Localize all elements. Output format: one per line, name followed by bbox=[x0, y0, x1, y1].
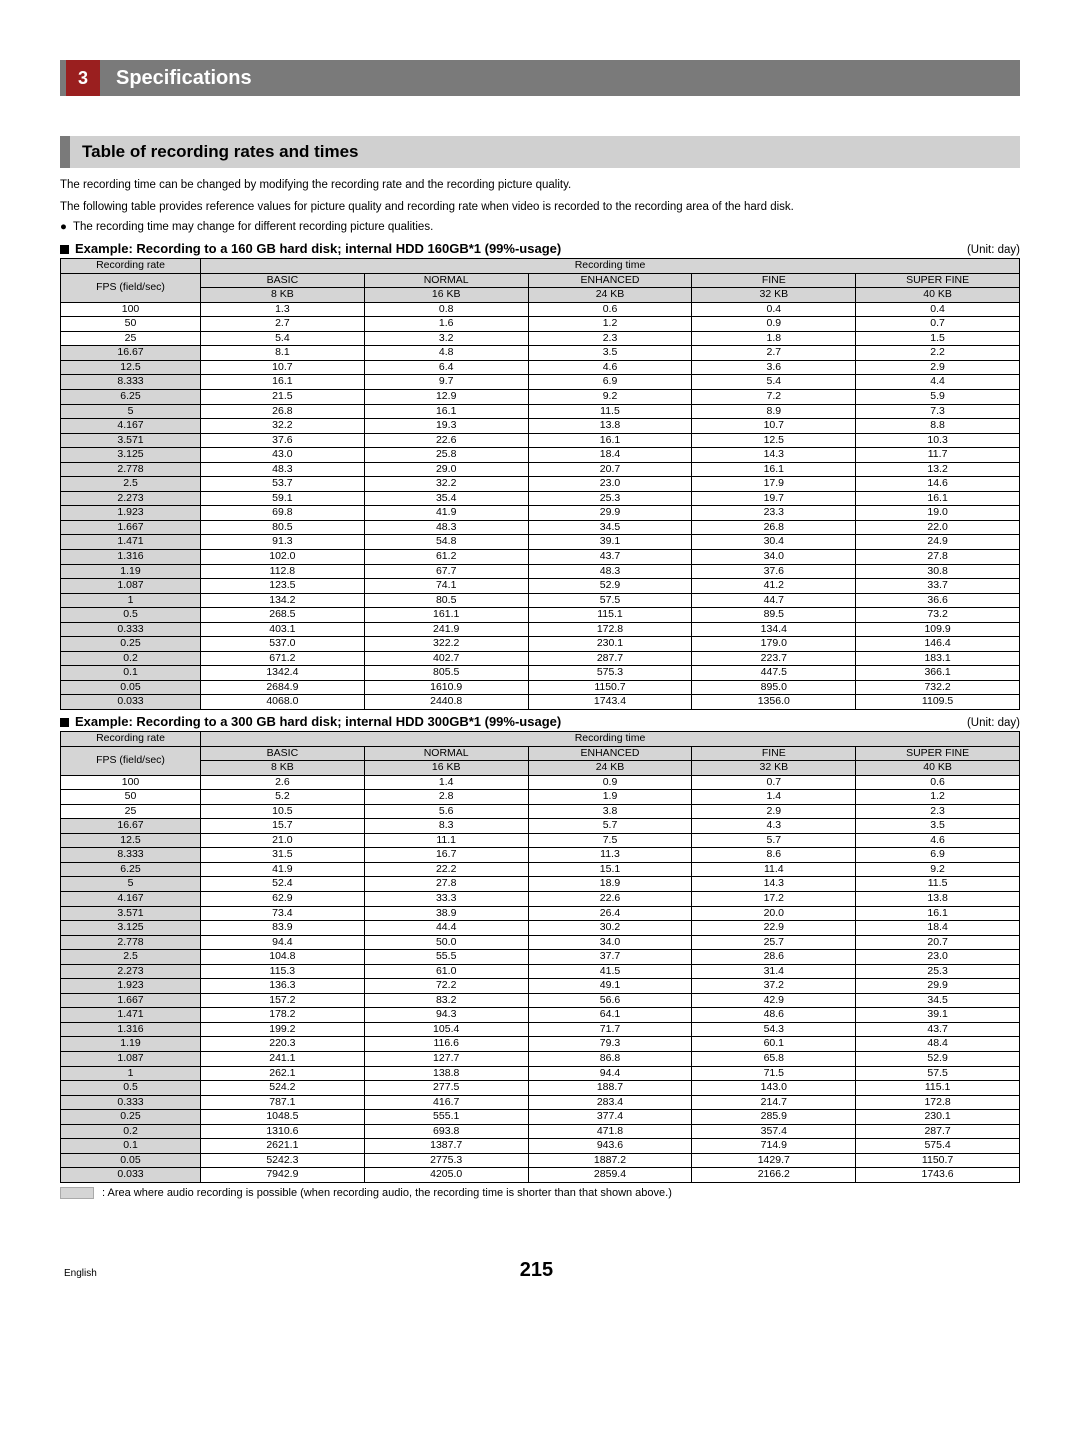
table-row: 8.33316.19.76.95.44.4 bbox=[61, 375, 1020, 390]
table-row: 3.12583.944.430.222.918.4 bbox=[61, 921, 1020, 936]
chapter-header: 3 Specifications bbox=[60, 60, 1020, 96]
table-row: 505.22.81.91.41.2 bbox=[61, 790, 1020, 805]
table-row: 0.2671.2402.7287.7223.7183.1 bbox=[61, 651, 1020, 666]
shade-legend-icon bbox=[60, 1187, 94, 1199]
table-row: 16.6715.78.35.74.33.5 bbox=[61, 819, 1020, 834]
intro-line-1: The recording time can be changed by mod… bbox=[60, 178, 1020, 194]
table-row: 0.0334068.02440.81743.41356.01109.5 bbox=[61, 695, 1020, 710]
table-row: 552.427.818.914.311.5 bbox=[61, 877, 1020, 892]
table-row: 1.667157.283.256.642.934.5 bbox=[61, 993, 1020, 1008]
table-row: 4.16732.219.313.810.78.8 bbox=[61, 419, 1020, 434]
recording-table: Recording rateRecording timeFPS (field/s… bbox=[60, 258, 1020, 710]
table-row: 2.5104.855.537.728.623.0 bbox=[61, 950, 1020, 965]
audio-footnote: : Area where audio recording is possible… bbox=[60, 1187, 1020, 1199]
table-row: 2.77848.329.020.716.113.2 bbox=[61, 462, 1020, 477]
table-row: 6.2521.512.99.27.25.9 bbox=[61, 389, 1020, 404]
chapter-number: 3 bbox=[66, 60, 100, 96]
table-row: 8.33331.516.711.38.66.9 bbox=[61, 848, 1020, 863]
table-row: 1.316199.2105.471.754.343.7 bbox=[61, 1022, 1020, 1037]
table-row: 0.251048.5555.1377.4285.9230.1 bbox=[61, 1110, 1020, 1125]
recording-table: Recording rateRecording timeFPS (field/s… bbox=[60, 731, 1020, 1183]
chapter-title: Specifications bbox=[116, 67, 252, 90]
table-row: 0.12621.11387.7943.6714.9575.4 bbox=[61, 1139, 1020, 1154]
table-row: 0.11342.4805.5575.3447.5366.1 bbox=[61, 666, 1020, 681]
table-row: 1.92369.841.929.923.319.0 bbox=[61, 506, 1020, 521]
table-row: 0.333403.1241.9172.8134.4109.9 bbox=[61, 622, 1020, 637]
table-row: 2.77894.450.034.025.720.7 bbox=[61, 935, 1020, 950]
table-row: 2.553.732.223.017.914.6 bbox=[61, 477, 1020, 492]
table-row: 2510.55.63.82.92.3 bbox=[61, 804, 1020, 819]
square-icon bbox=[60, 718, 69, 727]
table-row: 1001.30.80.60.40.4 bbox=[61, 302, 1020, 317]
table-row: 0.5268.5161.1115.189.573.2 bbox=[61, 608, 1020, 623]
table-row: 502.71.61.20.90.7 bbox=[61, 317, 1020, 332]
table-row: 1002.61.40.90.70.6 bbox=[61, 775, 1020, 790]
page-number: 215 bbox=[520, 1259, 553, 1282]
table-row: 0.0337942.94205.02859.42166.21743.6 bbox=[61, 1168, 1020, 1183]
table-row: 2.273115.361.041.531.425.3 bbox=[61, 964, 1020, 979]
table-row: 6.2541.922.215.111.49.2 bbox=[61, 862, 1020, 877]
table-row: 1.66780.548.334.526.822.0 bbox=[61, 520, 1020, 535]
square-icon bbox=[60, 245, 69, 254]
table-row: 0.333787.1416.7283.4214.7172.8 bbox=[61, 1095, 1020, 1110]
table-row: 3.57173.438.926.420.016.1 bbox=[61, 906, 1020, 921]
table-row: 12.510.76.44.63.62.9 bbox=[61, 360, 1020, 375]
table-row: 0.052684.91610.91150.7895.0732.2 bbox=[61, 680, 1020, 695]
table-row: 1262.1138.894.471.557.5 bbox=[61, 1066, 1020, 1081]
footnote-text: : Area where audio recording is possible… bbox=[102, 1187, 672, 1199]
bullet-text: The recording time may change for differ… bbox=[73, 221, 433, 233]
table-row: 1.47191.354.839.130.424.9 bbox=[61, 535, 1020, 550]
bullet-dot-icon: ● bbox=[60, 221, 67, 233]
table-row: 2.27359.135.425.319.716.1 bbox=[61, 491, 1020, 506]
table-row: 3.57137.622.616.112.510.3 bbox=[61, 433, 1020, 448]
unit-label: (Unit: day) bbox=[967, 717, 1020, 729]
example-caption: Example: Recording to a 160 GB hard disk… bbox=[60, 241, 561, 256]
table-row: 0.25537.0322.2230.1179.0146.4 bbox=[61, 637, 1020, 652]
table-row: 526.816.111.58.97.3 bbox=[61, 404, 1020, 419]
table-row: 0.055242.32775.31887.21429.71150.7 bbox=[61, 1153, 1020, 1168]
table-row: 16.678.14.83.52.72.2 bbox=[61, 346, 1020, 361]
bullet-note: ● The recording time may change for diff… bbox=[60, 221, 1020, 233]
table-row: 1.923136.372.249.137.229.9 bbox=[61, 979, 1020, 994]
table-row: 1.087123.574.152.941.233.7 bbox=[61, 579, 1020, 594]
example-caption: Example: Recording to a 300 GB hard disk… bbox=[60, 714, 561, 729]
table-row: 1134.280.557.544.736.6 bbox=[61, 593, 1020, 608]
unit-label: (Unit: day) bbox=[967, 244, 1020, 256]
intro-line-2: The following table provides reference v… bbox=[60, 200, 1020, 216]
table-row: 1.087241.1127.786.865.852.9 bbox=[61, 1052, 1020, 1067]
table-row: 1.19112.867.748.337.630.8 bbox=[61, 564, 1020, 579]
table-row: 4.16762.933.322.617.213.8 bbox=[61, 892, 1020, 907]
table-row: 0.21310.6693.8471.8357.4287.7 bbox=[61, 1124, 1020, 1139]
table-row: 1.19220.3116.679.360.148.4 bbox=[61, 1037, 1020, 1052]
section-title: Table of recording rates and times bbox=[60, 136, 1020, 168]
table-row: 255.43.22.31.81.5 bbox=[61, 331, 1020, 346]
table-row: 12.521.011.17.55.74.6 bbox=[61, 833, 1020, 848]
table-row: 1.471178.294.364.148.639.1 bbox=[61, 1008, 1020, 1023]
table-row: 3.12543.025.818.414.311.7 bbox=[61, 448, 1020, 463]
table-row: 1.316102.061.243.734.027.8 bbox=[61, 549, 1020, 564]
table-row: 0.5524.2277.5188.7143.0115.1 bbox=[61, 1081, 1020, 1096]
language-label: English bbox=[64, 1268, 97, 1279]
